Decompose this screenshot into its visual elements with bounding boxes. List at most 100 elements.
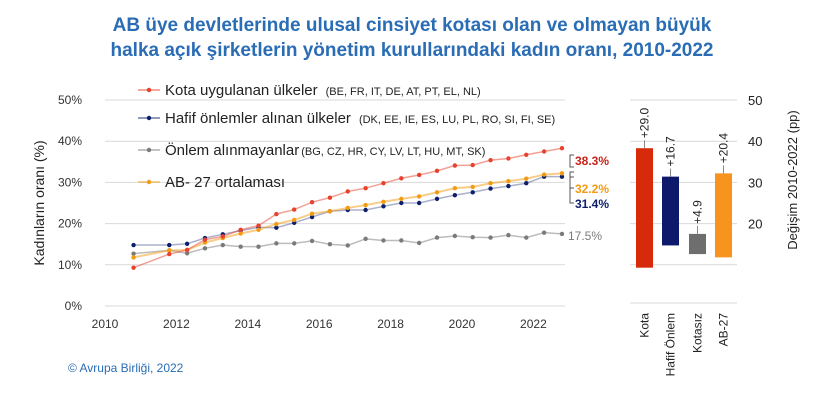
legend-countries: (BG, CZ, HR, CY, LV, LT, HU, MT, SK) <box>301 146 485 158</box>
y-tick-label: 20% <box>58 217 82 231</box>
data-point <box>524 176 529 181</box>
right-y-tick-label: 40 <box>748 134 762 149</box>
change-bar <box>689 233 706 255</box>
data-point <box>452 163 458 168</box>
data-point <box>470 190 475 195</box>
right-y-axis-label: Değişim 2010-2022 (pp) <box>785 110 800 249</box>
bar-value-label: +29.0 <box>638 108 652 139</box>
data-point <box>309 214 315 220</box>
data-point <box>488 157 493 163</box>
data-point <box>506 178 511 184</box>
end-value-label: 38.3% <box>575 154 609 168</box>
line-chart: 0% 10% 20% 30% 40% 50% 2010 2012 2014 2016 2018 202… <box>31 82 609 331</box>
data-point <box>488 235 493 240</box>
data-point <box>363 207 368 213</box>
data-point <box>220 242 226 248</box>
series-line-2 <box>133 231 563 255</box>
legend-marker <box>146 115 152 121</box>
data-point <box>416 194 422 199</box>
data-point <box>309 238 315 244</box>
y-tick-label: 0% <box>65 299 83 313</box>
right-y-tick-label: 20 <box>748 217 762 232</box>
x-tick-label: 2014 <box>234 317 261 331</box>
legend-label: Kota uygulanan ülkeler (BE, FR, IT, DE, A… <box>165 82 481 99</box>
data-point <box>399 196 404 202</box>
data-point <box>202 246 208 251</box>
data-point <box>184 251 190 256</box>
data-point <box>363 202 368 208</box>
data-point <box>381 204 386 209</box>
change-bar <box>636 148 653 268</box>
data-point <box>470 162 475 168</box>
data-point <box>524 235 529 240</box>
data-point <box>506 156 511 161</box>
data-point <box>363 185 368 191</box>
x-tick-label: 2020 <box>449 317 476 331</box>
legend-label: Önlem alınmayanlar (BG, CZ, HR, CY, LV, L… <box>165 141 485 159</box>
data-point <box>220 234 226 239</box>
end-value-label: 31.4% <box>575 197 609 211</box>
data-point <box>238 227 243 232</box>
data-point <box>202 237 208 242</box>
data-point <box>381 181 386 186</box>
data-point <box>184 247 190 253</box>
data-point <box>274 225 279 230</box>
chart-title-line-1: AB üye devletlerinde ulusal cinsiyet kot… <box>113 15 712 36</box>
data-point <box>381 238 386 243</box>
series-line-3 <box>133 172 563 259</box>
data-point <box>167 248 172 253</box>
data-point <box>327 242 333 247</box>
legend-item: Önlem alınmayanlar (BG, CZ, HR, CY, LV, L… <box>138 141 485 159</box>
data-point <box>131 242 136 248</box>
data-point <box>381 199 386 204</box>
data-point <box>399 238 404 243</box>
chart-title-line-2: halka açık şirketlerin yönetim kurulları… <box>111 40 714 61</box>
data-point <box>184 241 190 246</box>
right-y-tick-label: 50 <box>748 93 762 108</box>
data-point <box>559 146 565 151</box>
data-point <box>309 199 315 205</box>
data-point <box>541 149 547 154</box>
data-point <box>274 211 279 217</box>
data-point <box>470 184 475 190</box>
data-point <box>399 200 404 206</box>
legend-label: Hafif önlemler alınan ülkeler (DK, EE, IE… <box>165 110 555 127</box>
legend-label: AB- 27 ortalaması <box>165 174 285 191</box>
data-point <box>399 176 404 181</box>
legend-item: Hafif önlemler alınan ülkeler (DK, EE, IE… <box>138 110 555 127</box>
end-value-label: 17.5% <box>568 229 602 243</box>
category-label: AB-27 <box>717 313 731 347</box>
end-bracket <box>569 176 574 204</box>
data-point <box>506 232 511 238</box>
data-point <box>559 171 565 176</box>
legend-countries: (BE, FR, IT, DE, AT, PT, EL, NL) <box>326 86 481 98</box>
series-line-1 <box>133 175 562 246</box>
data-point <box>541 172 547 177</box>
data-point <box>345 189 350 194</box>
legend-countries: (DK, EE, IE, ES, LU, PL, RO, SI, FI, SE) <box>359 114 555 126</box>
data-point <box>131 251 136 256</box>
legend-item: Kota uygulanan ülkeler (BE, FR, IT, DE, A… <box>138 82 481 99</box>
x-tick-label: 2012 <box>163 317 190 331</box>
data-point <box>488 186 493 191</box>
legend-series-name: AB- 27 ortalaması <box>165 174 285 191</box>
data-point <box>292 207 297 212</box>
data-point <box>256 244 261 249</box>
data-point <box>363 236 368 242</box>
category-label: Kota <box>638 313 652 338</box>
data-point <box>541 230 547 235</box>
end-bracket <box>569 154 574 168</box>
data-point <box>167 251 172 257</box>
x-tick-label: 2022 <box>520 317 547 331</box>
y-axis-label: Kadınların oranı (%) <box>31 140 47 265</box>
x-tick-label: 2016 <box>306 317 333 331</box>
bar-value-label: +4.9 <box>691 200 705 224</box>
data-point <box>416 240 422 246</box>
data-point <box>167 242 172 248</box>
legend-marker <box>146 179 152 185</box>
legend-series-name: Önlem alınmayanlar <box>165 141 299 159</box>
category-label: Hafif Önlem <box>664 313 678 376</box>
data-point <box>434 235 440 240</box>
legend-series-name: Kota uygulanan ülkeler <box>165 82 318 99</box>
